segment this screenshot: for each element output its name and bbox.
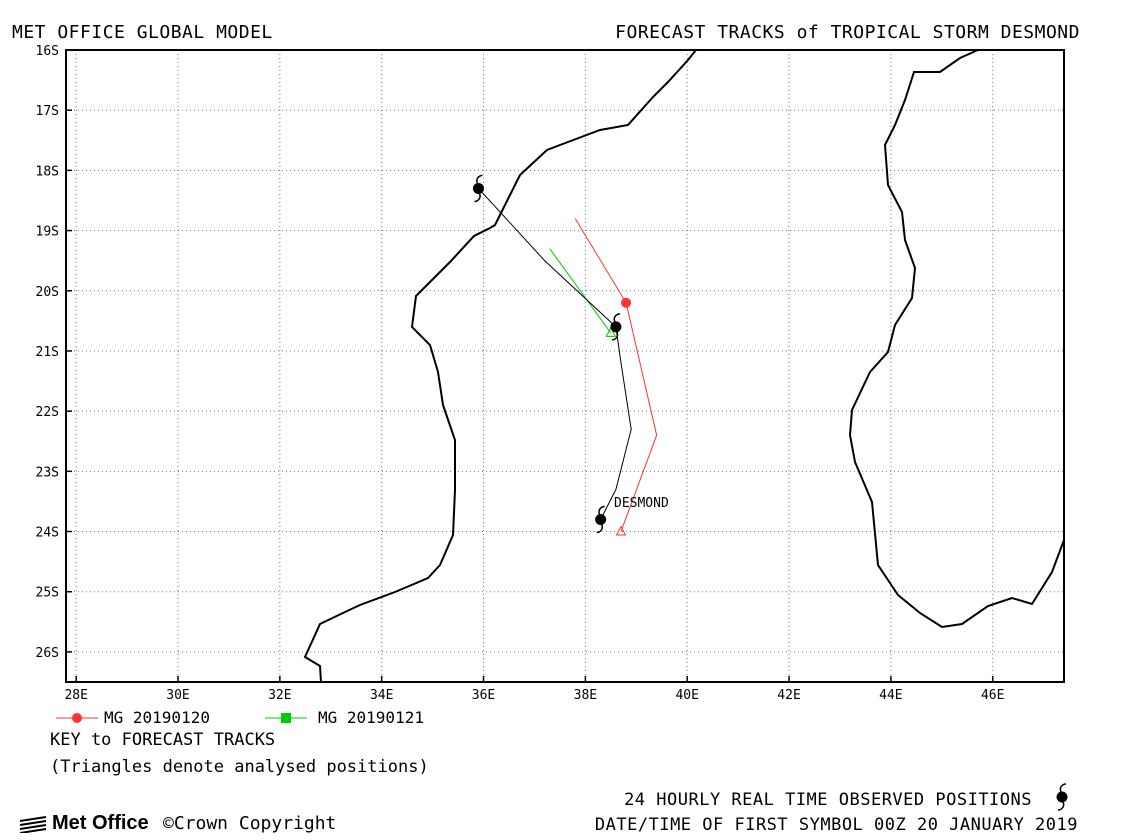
legend-marker-green <box>281 713 291 723</box>
map-grid <box>66 49 1064 682</box>
forecast-track-line <box>549 248 612 334</box>
lon-tick-label: 46E <box>981 688 1004 703</box>
plot-frame <box>65 49 1065 683</box>
met-office-logo: Met Office <box>18 812 149 835</box>
cyclone-symbol-icon <box>610 313 622 341</box>
legend-label-mg-20190121: MG 20190121 <box>318 708 424 727</box>
lat-tick-label: 20S <box>36 285 59 300</box>
footer-observed-label: 24 HOURLY REAL TIME OBSERVED POSITIONS <box>624 790 1032 810</box>
africa-coastline <box>303 49 697 683</box>
lon-tick-label: 32E <box>268 688 291 703</box>
observed-track <box>472 174 632 534</box>
lat-tick-label: 26S <box>36 646 59 661</box>
madagascar-coastline <box>848 49 1065 629</box>
lat-tick-label: 21S <box>36 345 59 360</box>
forecast-track-line <box>574 218 658 532</box>
legend <box>56 713 307 723</box>
lat-tick-label: 24S <box>36 526 59 541</box>
lon-tick-label: 30E <box>166 688 189 703</box>
met-office-logo-icon <box>19 815 47 833</box>
legend-label-mg-20190120: MG 20190120 <box>104 708 210 727</box>
analysed-position-triangle <box>615 525 627 536</box>
cyclone-symbol-icon <box>472 174 484 203</box>
observed-track-line <box>478 188 632 520</box>
lon-tick-label: 44E <box>879 688 902 703</box>
lon-tick-label: 36E <box>472 688 495 703</box>
header-right-title: FORECAST TRACKS of TROPICAL STORM DESMON… <box>615 22 1080 43</box>
storm-label: DESMOND <box>614 496 669 511</box>
lat-tick-label: 19S <box>36 225 59 240</box>
coastline <box>303 49 1065 683</box>
lon-tick-label: 38E <box>574 688 597 703</box>
key-title: KEY to FORECAST TRACKS <box>50 730 276 750</box>
axis-ticks: 28E 30E 32E 34E 36E 38E 40E 42E 44E 46E 16S 17S 18S 1… <box>36 44 1005 703</box>
lon-tick-label: 34E <box>370 688 393 703</box>
footer-datetime: DATE/TIME OF FIRST SYMBOL 00Z 20 JANUARY… <box>594 815 1078 835</box>
lon-tick-label: 42E <box>777 688 800 703</box>
lat-tick-label: 17S <box>36 104 59 119</box>
forecast-tracks <box>549 218 658 536</box>
key-note: (Triangles denote analysed positions) <box>50 757 429 777</box>
header-left-title: MET OFFICE GLOBAL MODEL <box>12 22 273 43</box>
lon-tick-label: 28E <box>64 688 87 703</box>
analysed-position-triangle <box>605 326 617 337</box>
lat-tick-label: 22S <box>36 405 59 420</box>
cyclone-symbol-icon <box>595 505 607 534</box>
lat-tick-label: 23S <box>36 465 59 480</box>
lat-tick-label: 18S <box>36 164 59 179</box>
lon-tick-label: 40E <box>675 688 698 703</box>
cyclone-symbol-icon <box>1056 783 1068 811</box>
legend-marker-red <box>72 713 82 723</box>
lat-tick-label: 16S <box>36 44 59 59</box>
brand-name: Met Office <box>52 812 149 834</box>
forecast-24h-marker <box>621 297 632 308</box>
lat-tick-label: 25S <box>36 586 59 601</box>
copyright-text: ©Crown Copyright <box>163 813 337 834</box>
